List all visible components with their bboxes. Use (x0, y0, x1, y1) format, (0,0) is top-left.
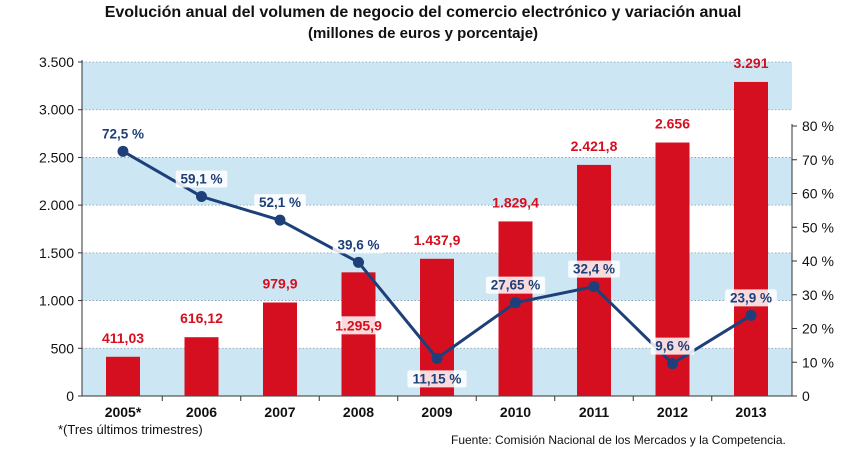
bar-value-label: 2.421,8 (571, 138, 618, 154)
line-series (117, 145, 757, 370)
left-tick-label: 2.500 (39, 149, 74, 165)
line-label-bg (97, 125, 149, 143)
left-tick-label: 2.000 (39, 197, 74, 213)
line-value-label: 59,1 % (180, 172, 222, 187)
category-label: 2005* (105, 404, 142, 420)
line-label-bg (332, 236, 385, 254)
category-label: 2010 (500, 404, 531, 420)
right-tick-label: 30 % (802, 287, 834, 303)
line-value-label: 27,65 % (491, 278, 541, 293)
line-point (196, 191, 207, 203)
category-label: 2012 (657, 404, 688, 420)
data-labels: 411,03 616,12 979,9 1.295,9 1.437,9 1.829,4 2.… (97, 55, 777, 388)
bar-value-label: 979,9 (262, 275, 297, 291)
category-label: 2008 (343, 404, 374, 420)
line-value-label: 23,9 % (730, 290, 772, 305)
bar (577, 164, 611, 396)
category-label: 2009 (421, 404, 452, 420)
right-tick-label: 50 % (802, 219, 834, 235)
line-value-label: 39,6 % (337, 237, 379, 252)
right-tick-label: 60 % (802, 186, 834, 202)
category-label: 2013 (735, 404, 766, 420)
right-tick-label: 80 % (802, 118, 834, 134)
footnote: *(Tres últimos trimestres) (58, 422, 203, 437)
bar (734, 81, 768, 396)
axes: 0 500 1.000 1.500 2.000 2.500 3.000 3.500 0 10 % 2… (39, 54, 834, 420)
right-tick-label: 70 % (802, 152, 834, 168)
left-tick-label: 1.000 (39, 293, 74, 309)
right-tick-label: 10 % (802, 354, 834, 370)
bar-value-label: 2.656 (655, 116, 690, 132)
line-point (274, 214, 286, 226)
line-point (588, 281, 600, 293)
line-label-bg (485, 276, 546, 294)
chart-subtitle: (millones de euros y porcentaje) (307, 25, 539, 42)
line-label-bg (725, 289, 777, 307)
left-tick-label: 0 (66, 388, 74, 404)
line-label-bg (650, 337, 695, 355)
left-tick-label: 500 (51, 340, 75, 356)
line-point (117, 145, 129, 157)
bar (106, 356, 140, 396)
bar-series (106, 81, 768, 396)
line-value-label: 11,15 % (413, 371, 462, 386)
left-tick-label: 3.500 (39, 54, 74, 70)
line-label-bg (568, 260, 620, 278)
line-value-label: 32,4 % (573, 262, 615, 277)
category-label: 2007 (264, 404, 295, 420)
bar-value-label: 1.295,9 (335, 317, 382, 333)
line-value-label: 72,5 % (102, 126, 144, 141)
bar-value-label: 1.437,9 (414, 232, 461, 248)
right-tick-label: 0 (802, 388, 810, 404)
bar-label-bg (328, 316, 389, 335)
right-tick-label: 40 % (802, 253, 834, 269)
bar (263, 302, 297, 396)
line-point (745, 309, 757, 321)
bar-value-label: 1.829,4 (492, 194, 539, 210)
left-tick-label: 3.000 (39, 102, 74, 118)
line-label-bg (254, 194, 306, 212)
category-label: 2006 (186, 404, 217, 420)
chart-title: Evolución anual del volumen de negocio d… (104, 4, 742, 21)
category-label: 2011 (579, 404, 610, 420)
bar (498, 221, 533, 396)
bar (184, 337, 219, 396)
line-value-label: 9,6 % (655, 339, 690, 354)
left-tick-label: 1.500 (39, 245, 74, 261)
line-point (510, 297, 521, 309)
right-tick-label: 20 % (802, 321, 834, 337)
source-note: Fuente: Comisión Nacional de los Mercado… (451, 433, 786, 447)
line-label-bg (175, 170, 228, 188)
line-point (431, 352, 443, 364)
line-point (667, 358, 678, 370)
bar-value-label: 411,03 (102, 330, 144, 346)
bar-value-label: 3.291 (733, 55, 768, 71)
bar-value-label: 616,12 (180, 310, 223, 326)
line-label-bg (407, 370, 467, 388)
line-value-label: 52,1 % (259, 195, 301, 210)
line-point (353, 256, 364, 268)
background-band (82, 62, 792, 110)
